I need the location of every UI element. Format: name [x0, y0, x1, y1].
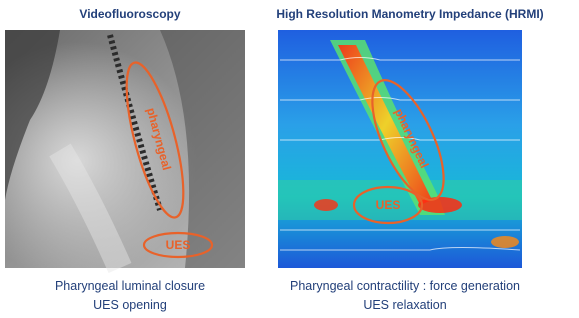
caption: UES opening [93, 298, 167, 312]
figure: Videofluoroscopy High Resolution Manomet… [0, 0, 579, 318]
hrmi-image: pharyngeal UES [278, 30, 522, 268]
image-label: UES [166, 238, 191, 252]
caption: Pharyngeal contractility : force generat… [290, 279, 520, 293]
caption: Pharyngeal luminal closure [55, 279, 205, 293]
caption: UES relaxation [363, 298, 446, 312]
image-label: UES [376, 198, 401, 212]
xray-image: pharyngeal UES [5, 30, 245, 268]
panel-title: Videofluoroscopy [79, 7, 180, 21]
panel-title: High Resolution Manometry Impedance (HRM… [276, 7, 543, 21]
